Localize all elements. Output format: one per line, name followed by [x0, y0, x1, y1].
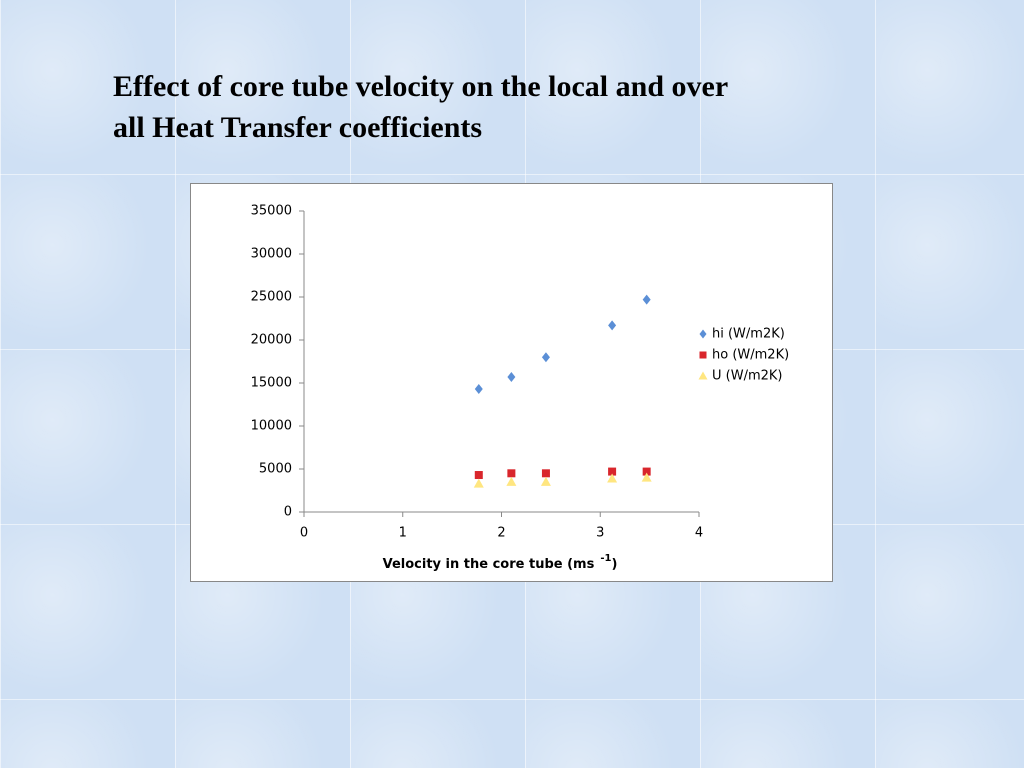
data-point [507, 371, 516, 382]
x-tick-label: 3 [596, 526, 604, 541]
legend-label: U (W/m2K) [712, 369, 782, 384]
data-point [473, 478, 484, 488]
legend-marker [698, 371, 708, 380]
x-axis-title-superscript: -1 [600, 553, 611, 564]
data-point [541, 352, 550, 363]
x-axis-title-text: Velocity in the core tube (ms [383, 557, 595, 572]
data-point [642, 467, 651, 476]
legend-marker [699, 351, 707, 359]
x-axis-title-close: ) [611, 557, 617, 572]
slide-title: Effect of core tube velocity on the loca… [113, 70, 728, 144]
data-point [474, 471, 483, 480]
x-tick-label: 0 [300, 526, 308, 541]
chart: Velocity in the core tube (ms -1) 0500010… [190, 183, 833, 582]
y-tick-label: 30000 [251, 247, 292, 262]
legend-label: ho (W/m2K) [712, 348, 789, 363]
x-tick-label: 1 [399, 526, 407, 541]
data-point [507, 469, 516, 478]
data-point [474, 384, 483, 395]
data-point [608, 467, 617, 476]
y-tick-label: 15000 [251, 376, 292, 391]
y-tick-label: 35000 [251, 204, 292, 219]
data-point [506, 476, 517, 486]
data-point [607, 473, 618, 483]
y-tick-label: 5000 [259, 462, 292, 477]
legend-label: hi (W/m2K) [712, 327, 785, 342]
y-tick-label: 25000 [251, 290, 292, 305]
data-point [541, 469, 550, 478]
y-tick-label: 0 [284, 505, 292, 520]
x-tick-label: 4 [695, 526, 703, 541]
y-tick-label: 20000 [251, 333, 292, 348]
data-point [641, 472, 652, 482]
data-point [608, 320, 617, 331]
y-tick-label: 10000 [251, 419, 292, 434]
x-tick-label: 2 [497, 526, 505, 541]
legend-marker [699, 329, 707, 339]
x-axis-title: Velocity in the core tube (ms -1) [383, 553, 618, 572]
chart-frame [190, 183, 833, 582]
data-point [540, 476, 551, 486]
data-point [642, 294, 651, 305]
